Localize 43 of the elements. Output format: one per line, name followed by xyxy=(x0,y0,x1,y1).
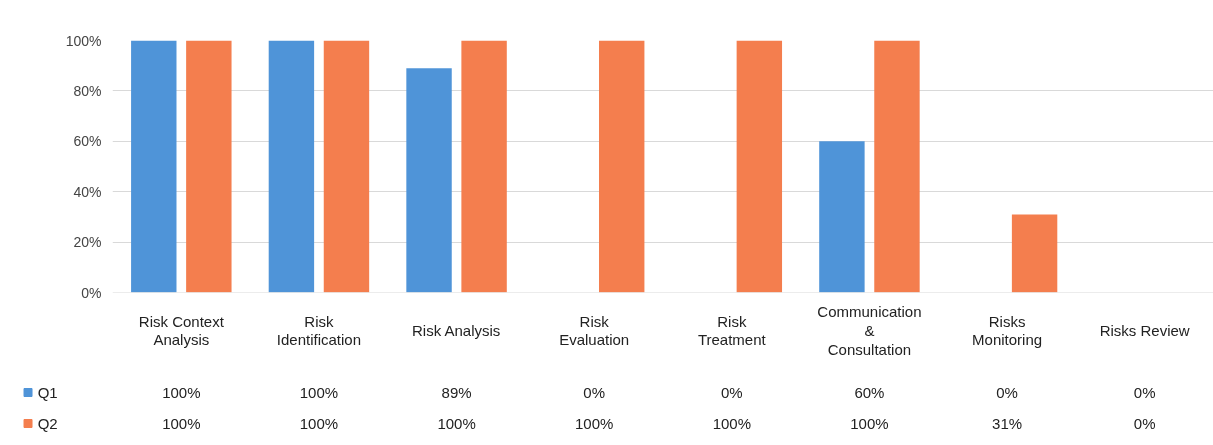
legend-label: Q2 xyxy=(37,415,58,432)
x-tick-label: Risk Context Analysis xyxy=(138,312,225,349)
x-tick-label: Risks Monitoring xyxy=(972,312,1043,349)
bar xyxy=(131,40,177,293)
data-label: 100% xyxy=(712,415,752,432)
bar xyxy=(599,40,645,293)
data-label: 60% xyxy=(854,384,885,401)
bar xyxy=(461,40,507,293)
bar xyxy=(1011,214,1058,293)
bar xyxy=(874,40,920,293)
data-label: 31% xyxy=(992,415,1023,432)
bar xyxy=(736,40,783,293)
data-label: 100% xyxy=(850,415,889,432)
bar xyxy=(186,40,232,293)
y-tick-label: 20% xyxy=(73,234,102,251)
y-tick-label: 80% xyxy=(73,82,102,99)
y-tick-label: 60% xyxy=(73,133,102,150)
data-label: 0% xyxy=(996,384,1018,401)
legend-label: Q1 xyxy=(37,384,58,401)
x-tick-label: Risk Analysis xyxy=(411,322,501,339)
bar xyxy=(819,141,865,293)
x-tick-label: Risk Treatment xyxy=(697,312,767,349)
data-label: 0% xyxy=(720,384,743,401)
data-label: 100% xyxy=(437,415,476,432)
data-label: 0% xyxy=(1133,384,1156,401)
data-label: 100% xyxy=(299,415,339,432)
bar xyxy=(406,68,452,293)
data-label: 89% xyxy=(441,384,472,401)
data-label: 100% xyxy=(162,415,201,432)
y-tick-label: 40% xyxy=(73,183,102,200)
x-tick-label: Risk Evaluation xyxy=(559,312,630,349)
bar xyxy=(323,40,370,293)
data-label: 0% xyxy=(583,384,606,401)
data-label: 0% xyxy=(1133,415,1156,432)
x-tick-label: Communication & Consultation xyxy=(817,303,922,358)
x-tick-label: Risk Identification xyxy=(276,312,362,349)
bar xyxy=(268,40,315,293)
data-label: 100% xyxy=(575,415,614,432)
x-tick-label: Risks Review xyxy=(1099,322,1190,339)
data-label: 100% xyxy=(299,384,339,401)
data-label: 100% xyxy=(162,384,201,401)
y-tick-label: 100% xyxy=(65,32,102,49)
y-tick-label: 0% xyxy=(81,284,102,301)
